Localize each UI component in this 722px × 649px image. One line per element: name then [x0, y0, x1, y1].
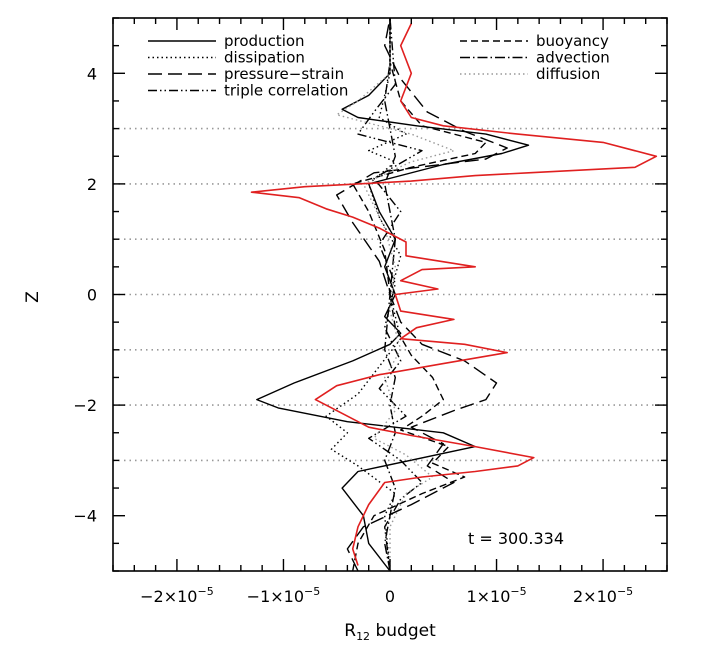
x-axis-title-main: R: [344, 621, 356, 641]
legend: productiondissipationpressure−straintrip…: [148, 32, 610, 100]
series-line-dashed: [352, 18, 487, 572]
legend-label: buoyancy: [536, 32, 609, 50]
y-tick-label: 0: [87, 286, 97, 305]
series-line-dotted-gray: [336, 18, 455, 571]
axis-ticks: [112, 17, 668, 572]
legend-label: pressure−strain: [224, 65, 344, 83]
time-annotation: t = 300.334: [468, 529, 564, 548]
x-tick-label: 1×10−5: [466, 585, 526, 606]
y-tick-label: 2: [87, 175, 97, 194]
x-tick-label: 0: [385, 587, 395, 606]
series-line-dotted: [325, 18, 407, 572]
series-line-solid: [250, 23, 658, 566]
x-axis-title: R12 budget: [344, 621, 436, 643]
series-line-dashdotdot: [357, 17, 423, 572]
x-tick-label: 2×10−5: [573, 585, 633, 606]
legend-label: diffusion: [536, 65, 600, 83]
y-tick-label: 4: [87, 64, 97, 83]
y-axis-title: Z: [23, 291, 43, 303]
x-axis-title-suffix: budget: [370, 621, 436, 641]
series-line-dashdot: [384, 18, 396, 572]
x-axis-title-sub: 12: [356, 630, 370, 643]
series-line-longdash: [336, 17, 508, 572]
x-tick-label: −2×10−5: [140, 585, 214, 606]
series-lines: [250, 17, 658, 572]
legend-label: advection: [536, 49, 610, 67]
tick-labels: −2×10−5 −1×10−5 0 1×10−5 2×10−5 −4 −2 0 2 4: [73, 64, 633, 606]
y-tick-label: −2: [73, 396, 97, 415]
legend-label: dissipation: [224, 49, 305, 67]
legend-label: triple correlation: [224, 82, 348, 100]
x-tick-label: −1×10−5: [247, 585, 321, 606]
y-tick-label: −4: [73, 507, 97, 526]
legend-label: production: [224, 32, 305, 50]
